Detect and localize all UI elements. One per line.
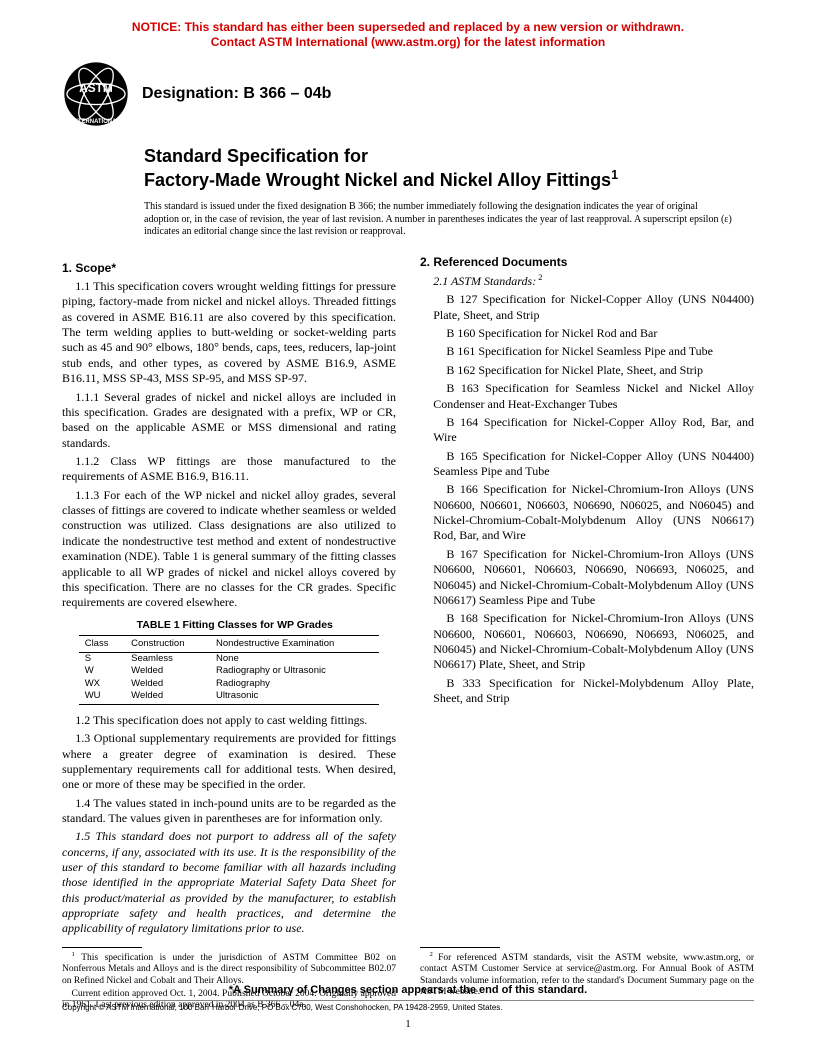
para-1-5: 1.5 This standard does not purport to ad… [62, 829, 396, 937]
notice-line2: Contact ASTM International (www.astm.org… [211, 35, 605, 49]
ref-item: B 164 Specification for Nickel-Copper Al… [420, 415, 754, 446]
table-col-2: Nondestructive Examination [210, 636, 379, 653]
scope-heading: 1. Scope* [62, 261, 396, 276]
notice-line1: NOTICE: This standard has either been su… [132, 20, 684, 34]
table-row: WWeldedRadiography or Ultrasonic [79, 665, 380, 677]
page-number: 1 [62, 1018, 754, 1030]
issuance-note: This standard is issued under the fixed … [144, 201, 734, 239]
ref-item: B 161 Specification for Nickel Seamless … [420, 344, 754, 359]
ref-item: B 167 Specification for Nickel-Chromium-… [420, 547, 754, 608]
table-row: WXWeldedRadiography [79, 678, 380, 690]
para-2-1: 2.1 ASTM Standards: 2 [420, 273, 754, 289]
para-1-1-1: 1.1.1 Several grades of nickel and nicke… [62, 390, 396, 451]
para-1-2: 1.2 This specification does not apply to… [62, 713, 396, 728]
svg-text:INTERNATIONAL: INTERNATIONAL [72, 119, 120, 125]
table-1: TABLE 1 Fitting Classes for WP Grades Cl… [62, 619, 396, 705]
ref-item: B 166 Specification for Nickel-Chromium-… [420, 482, 754, 543]
ref-item: B 333 Specification for Nickel-Molybdenu… [420, 676, 754, 707]
footnote-1a: 1 This specification is under the jurisd… [62, 951, 396, 987]
refs-heading: 2. Referenced Documents [420, 255, 754, 270]
ref-item: B 168 Specification for Nickel-Chromium-… [420, 611, 754, 672]
title-line2: Factory-Made Wrought Nickel and Nickel A… [144, 170, 611, 190]
svg-text:ASTM: ASTM [79, 81, 113, 95]
copyright-line: Copyright © ASTM International, 100 Barr… [62, 1000, 754, 1012]
para-1-1-2: 1.1.2 Class WP fittings are those manufa… [62, 454, 396, 485]
ref-item: B 127 Specification for Nickel-Copper Al… [420, 292, 754, 323]
header-row: ASTM INTERNATIONAL Designation: B 366 – … [62, 60, 754, 128]
table-1-title: TABLE 1 Fitting Classes for WP Grades [62, 619, 396, 632]
title-line1: Standard Specification for [144, 146, 368, 166]
table-row: SSeamlessNone [79, 653, 380, 666]
ref-item: B 160 Specification for Nickel Rod and B… [420, 326, 754, 341]
designation: Designation: B 366 – 04b [142, 85, 331, 103]
para-1-4: 1.4 The values stated in inch-pound unit… [62, 796, 396, 827]
ref-item: B 163 Specification for Seamless Nickel … [420, 381, 754, 412]
astm-logo: ASTM INTERNATIONAL [62, 60, 130, 128]
para-1-3: 1.3 Optional supplementary requirements … [62, 731, 396, 792]
summary-line: *A Summary of Changes section appears at… [62, 984, 754, 996]
para-1-1: 1.1 This specification covers wrought we… [62, 279, 396, 387]
notice-banner: NOTICE: This standard has either been su… [62, 20, 754, 50]
title-block: Standard Specification for Factory-Made … [144, 146, 754, 191]
ref-item: B 165 Specification for Nickel-Copper Al… [420, 449, 754, 480]
title-sup: 1 [611, 168, 618, 182]
footnote-rule [62, 947, 142, 948]
table-row: WUWeldedUltrasonic [79, 690, 380, 705]
table-col-1: Construction [125, 636, 210, 653]
table-col-0: Class [79, 636, 125, 653]
body-columns: 1. Scope* 1.1 This specification covers … [62, 255, 754, 941]
page-footer: *A Summary of Changes section appears at… [62, 984, 754, 1030]
ref-item: B 162 Specification for Nickel Plate, Sh… [420, 363, 754, 378]
footnote-rule [420, 947, 500, 948]
para-1-1-3: 1.1.3 For each of the WP nickel and nick… [62, 488, 396, 611]
